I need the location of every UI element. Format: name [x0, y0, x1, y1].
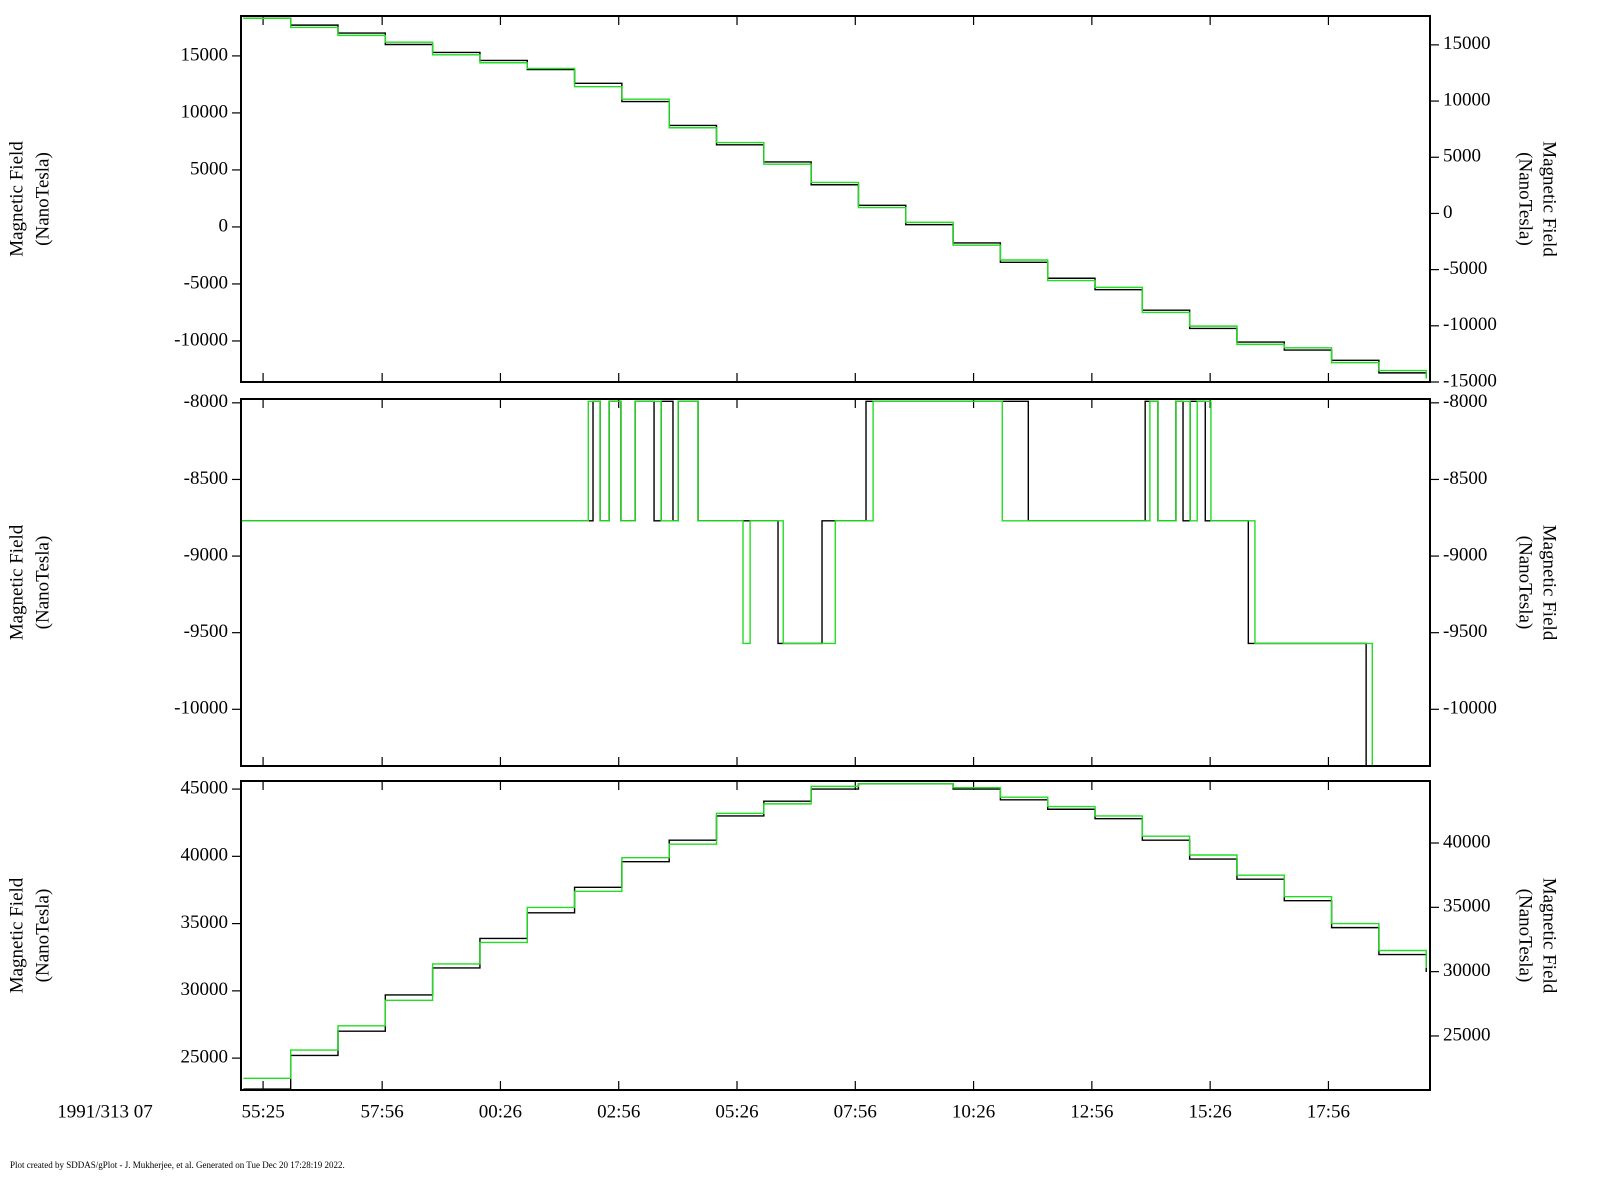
- y2-tick-label: -10000: [1443, 698, 1497, 719]
- y2-tick-label: 25000: [1443, 1024, 1491, 1045]
- y-axis-label: Magnetic Field: [6, 141, 27, 257]
- y-tick-label: -10000: [174, 329, 228, 350]
- y2-tick-label: 40000: [1443, 831, 1491, 852]
- x-tick-label: 17:56: [1307, 1101, 1350, 1122]
- y-tick-label: 25000: [181, 1046, 229, 1067]
- data-line: [241, 400, 1373, 766]
- y2-tick-label: 30000: [1443, 960, 1491, 981]
- y2-tick-label: -9500: [1443, 621, 1487, 642]
- y-tick-label: -9500: [184, 621, 228, 642]
- y-tick-label: -8000: [184, 391, 228, 412]
- x-date-label: 1991/313 07: [57, 1101, 153, 1122]
- x-tick-label: 02:56: [597, 1101, 640, 1122]
- y2-tick-label: 0: [1443, 202, 1453, 223]
- x-tick-label: 07:56: [834, 1101, 877, 1122]
- y2-tick-label: 10000: [1443, 89, 1491, 110]
- x-tick-label: 05:26: [715, 1101, 758, 1122]
- y-tick-label: 5000: [190, 158, 228, 179]
- y2-axis-label: (NanoTesla): [1515, 152, 1536, 246]
- y-tick-label: -8500: [184, 468, 228, 489]
- data-line: [243, 17, 1427, 379]
- x-tick-label: 12:56: [1070, 1101, 1113, 1122]
- y-tick-label: 15000: [181, 44, 229, 65]
- y-tick-label: 40000: [181, 845, 229, 866]
- y2-axis-label: Magnetic Field: [1539, 141, 1560, 257]
- y-axis-label: Magnetic Field: [6, 524, 27, 640]
- y2-tick-label: -15000: [1443, 370, 1497, 391]
- y-tick-label: -9000: [184, 544, 228, 565]
- y-axis-label: (NanoTesla): [32, 889, 53, 983]
- x-tick-label: 55:25: [241, 1101, 284, 1122]
- y-tick-label: 45000: [181, 777, 229, 798]
- plot-frame: [240, 398, 1431, 767]
- y2-tick-label: 35000: [1443, 896, 1491, 917]
- y2-tick-label: -5000: [1443, 258, 1487, 279]
- y2-axis-label: Magnetic Field: [1539, 525, 1560, 641]
- y2-axis-label: (NanoTesla): [1515, 889, 1536, 983]
- x-tick-label: 57:56: [361, 1101, 404, 1122]
- x-tick-label: 10:26: [952, 1101, 995, 1122]
- y2-tick-label: -8000: [1443, 391, 1487, 412]
- y-tick-label: 30000: [181, 979, 229, 1000]
- footer: Plot created by SDDAS/gPlot - J. Mukherj…: [10, 1160, 345, 1170]
- y-tick-label: -10000: [174, 698, 228, 719]
- y2-tick-label: -9000: [1443, 544, 1487, 565]
- x-tick-label: 15:26: [1189, 1101, 1232, 1122]
- y-tick-label: 10000: [181, 101, 229, 122]
- y2-axis-label: (NanoTesla): [1515, 536, 1536, 630]
- y2-tick-label: -8500: [1443, 468, 1487, 489]
- y-axis-label: Magnetic Field: [6, 877, 27, 993]
- y-tick-label: 35000: [181, 912, 229, 933]
- y-tick-label: 0: [219, 215, 229, 236]
- y2-axis-label: Magnetic Field: [1539, 878, 1560, 994]
- x-tick-label: 00:26: [479, 1101, 522, 1122]
- plot-frame: [240, 15, 1431, 383]
- y-axis-label: (NanoTesla): [32, 536, 53, 630]
- y-axis-label: (NanoTesla): [32, 152, 53, 246]
- y2-tick-label: 5000: [1443, 146, 1481, 167]
- data-line: [243, 782, 1427, 1079]
- y2-tick-label: -10000: [1443, 314, 1497, 335]
- y-tick-label: -5000: [184, 272, 228, 293]
- plot-frame: [240, 780, 1431, 1091]
- y2-tick-label: 15000: [1443, 33, 1491, 54]
